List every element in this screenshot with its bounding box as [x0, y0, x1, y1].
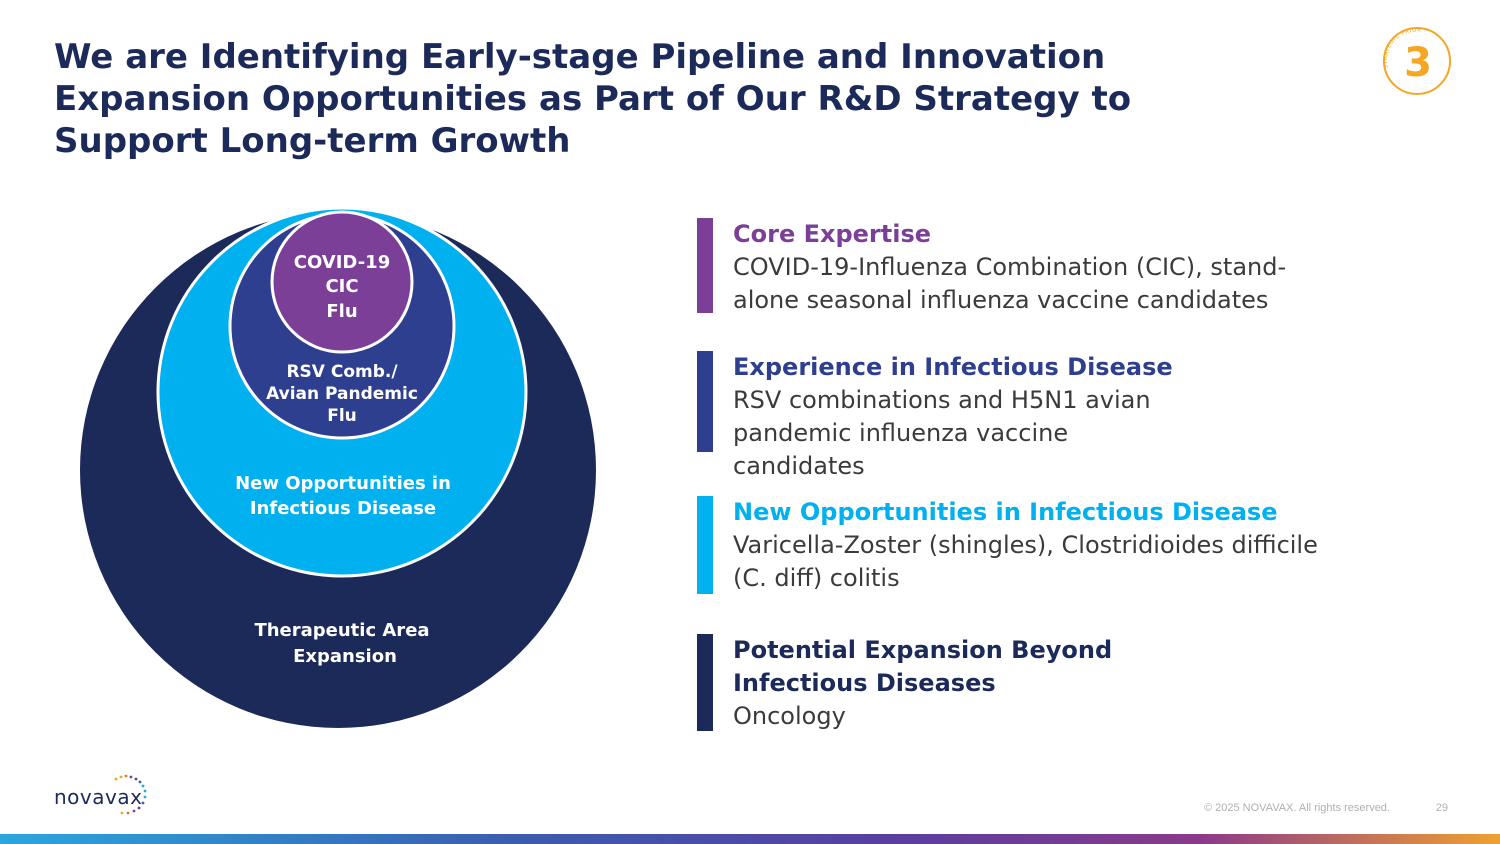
legend-body: (C. diff) colitis: [733, 564, 900, 592]
legend-body: COVID-19-Influenza Combination (CIC), st…: [733, 253, 1287, 281]
slide-title: We are Identifying Early-stage Pipeline …: [54, 36, 1154, 162]
legend-heading: Infectious Diseases: [733, 669, 996, 697]
logo-wordmark: novavax: [54, 785, 143, 809]
legend-body: pandemic influenza vaccine: [733, 419, 1069, 447]
label-experience: Flu: [327, 406, 357, 426]
label-therapeutic-area: Expansion: [293, 646, 397, 667]
legend-color-bar: [697, 634, 713, 731]
nested-circle-diagram: Therapeutic Area Expansion New Opportuni…: [80, 206, 596, 728]
badge-ring: [1383, 27, 1451, 95]
ring-core: [270, 210, 414, 354]
copyright-text: © 2025 NOVAVAX. All rights reserved.: [1203, 802, 1390, 814]
strategic-priority-badge: STRATEGIC PRIORITY 3: [1380, 24, 1451, 95]
legend-body: alone seasonal influenza vaccine candida…: [733, 286, 1269, 314]
legend-color-bar: [697, 218, 713, 313]
label-core: COVID-19: [294, 252, 390, 273]
label-experience: Avian Pandemic: [266, 384, 418, 404]
legend-heading: Potential Expansion Beyond: [733, 636, 1113, 664]
label-experience: RSV Comb./: [286, 362, 398, 382]
legend-heading: New Opportunities in Infectious Disease: [733, 498, 1278, 526]
label-new-opportunities: New Opportunities in: [235, 473, 451, 494]
legend-heading: Core Expertise: [733, 220, 931, 248]
label-new-opportunities: Infectious Disease: [250, 498, 436, 519]
label-core: Flu: [326, 301, 357, 322]
title-line: Support Long-term Growth: [54, 121, 571, 161]
label-core: CIC: [325, 276, 358, 297]
bottom-gradient-stripe: [0, 834, 1500, 844]
novavax-logo: novavax: [54, 772, 164, 818]
legend-color-bar: [697, 351, 713, 452]
legend-heading: Experience in Infectious Disease: [733, 353, 1173, 381]
legend-body: Oncology: [733, 702, 846, 730]
legend-body: RSV combinations and H5N1 avian: [733, 386, 1151, 414]
legend-body: candidates: [733, 452, 865, 480]
title-line: Expansion Opportunities as Part of Our R…: [54, 79, 1132, 119]
logo-dots-icon: [114, 774, 147, 815]
legend-color-bar: [697, 496, 713, 594]
page-number: 29: [1435, 802, 1448, 814]
badge-number: 3: [1404, 40, 1432, 86]
label-therapeutic-area: Therapeutic Area: [254, 620, 429, 641]
title-line: We are Identifying Early-stage Pipeline …: [54, 37, 1106, 77]
legend-body: Varicella-Zoster (shingles), Clostridioi…: [733, 531, 1318, 559]
